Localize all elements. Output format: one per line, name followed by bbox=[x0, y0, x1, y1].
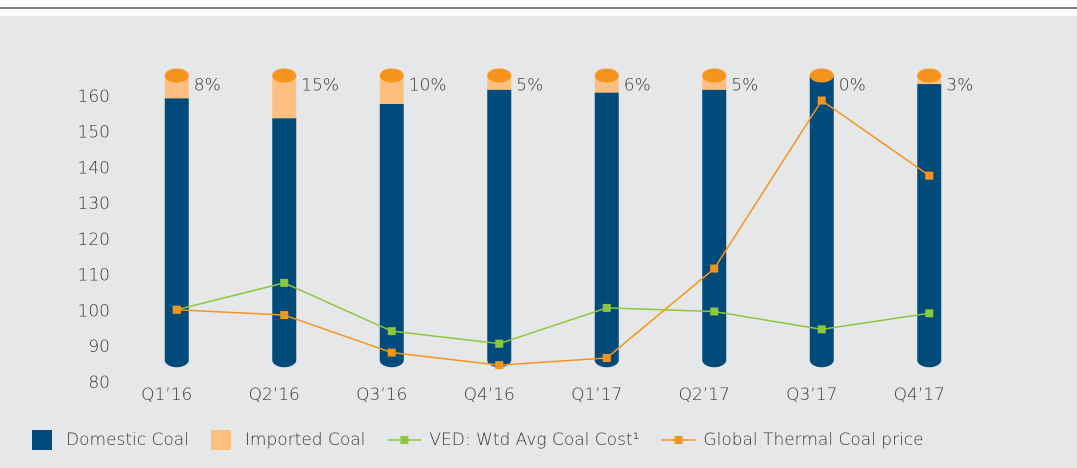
bar-cap bbox=[164, 68, 189, 83]
data-label: 0% bbox=[839, 76, 866, 96]
legend-swatch bbox=[210, 430, 231, 450]
bar-cap bbox=[594, 68, 619, 83]
y-tick-label: 120 bbox=[78, 230, 110, 250]
marker bbox=[495, 361, 504, 370]
marker bbox=[925, 309, 934, 318]
marker bbox=[925, 171, 934, 180]
bar-segment bbox=[809, 75, 834, 361]
y-tick-label: 90 bbox=[88, 337, 110, 357]
data-label: 3% bbox=[946, 76, 973, 96]
bar-cap bbox=[487, 68, 512, 83]
x-tick-label: Q4’16 bbox=[464, 385, 515, 405]
marker bbox=[280, 311, 289, 320]
y-tick-label: 80 bbox=[88, 373, 110, 393]
legend-label: Global Thermal Coal price bbox=[703, 430, 923, 450]
marker bbox=[602, 303, 611, 312]
y-tick-label: 100 bbox=[78, 301, 110, 321]
bar-segment bbox=[702, 89, 727, 361]
legend-marker bbox=[674, 436, 683, 444]
x-tick-label: Q2’17 bbox=[679, 385, 730, 405]
x-tick-label: Q4’17 bbox=[894, 385, 945, 405]
x-tick-label: Q1’17 bbox=[571, 385, 622, 405]
bar-cap bbox=[809, 68, 834, 83]
legend-label: Domestic Coal bbox=[66, 430, 189, 450]
data-label: 10% bbox=[409, 76, 447, 96]
bar-cap bbox=[917, 68, 942, 83]
bar-segment bbox=[272, 75, 297, 119]
marker bbox=[172, 305, 181, 314]
data-label: 5% bbox=[516, 76, 543, 96]
bar-segment bbox=[379, 103, 404, 361]
x-tick-label: Q1’16 bbox=[141, 385, 192, 405]
legend-label: VED: Wtd Avg Coal Cost¹ bbox=[429, 430, 639, 450]
data-label: 15% bbox=[301, 76, 339, 96]
legend-label: Imported Coal bbox=[245, 430, 366, 450]
bar-cap bbox=[272, 68, 297, 83]
x-tick-label: Q3’17 bbox=[786, 385, 837, 405]
marker bbox=[495, 339, 504, 348]
marker bbox=[602, 353, 611, 362]
data-label: 6% bbox=[624, 76, 651, 96]
x-tick-label: Q3’16 bbox=[356, 385, 407, 405]
marker bbox=[710, 307, 719, 316]
bar-segment bbox=[272, 118, 297, 361]
marker bbox=[817, 325, 826, 334]
data-label: 5% bbox=[731, 76, 758, 96]
bar-cap bbox=[702, 68, 727, 83]
x-tick-label: Q2’16 bbox=[249, 385, 300, 405]
y-tick-label: 130 bbox=[78, 194, 110, 214]
line bbox=[176, 99, 930, 366]
bar-segment bbox=[917, 84, 942, 361]
bar-segment bbox=[594, 92, 619, 361]
y-tick-label: 150 bbox=[78, 123, 110, 143]
legend-marker bbox=[400, 436, 409, 444]
bar-segment bbox=[164, 98, 189, 361]
bar-cap bbox=[379, 68, 404, 83]
y-tick-label: 160 bbox=[78, 87, 110, 107]
marker bbox=[710, 264, 719, 273]
line bbox=[176, 282, 930, 345]
marker bbox=[387, 327, 396, 336]
bar-segment bbox=[487, 89, 512, 361]
data-label: 8% bbox=[194, 76, 221, 96]
marker bbox=[387, 348, 396, 357]
marker bbox=[280, 278, 289, 287]
legend-swatch bbox=[32, 430, 52, 450]
y-tick-label: 110 bbox=[78, 266, 110, 286]
y-tick-label: 140 bbox=[78, 158, 110, 178]
marker bbox=[817, 96, 826, 105]
